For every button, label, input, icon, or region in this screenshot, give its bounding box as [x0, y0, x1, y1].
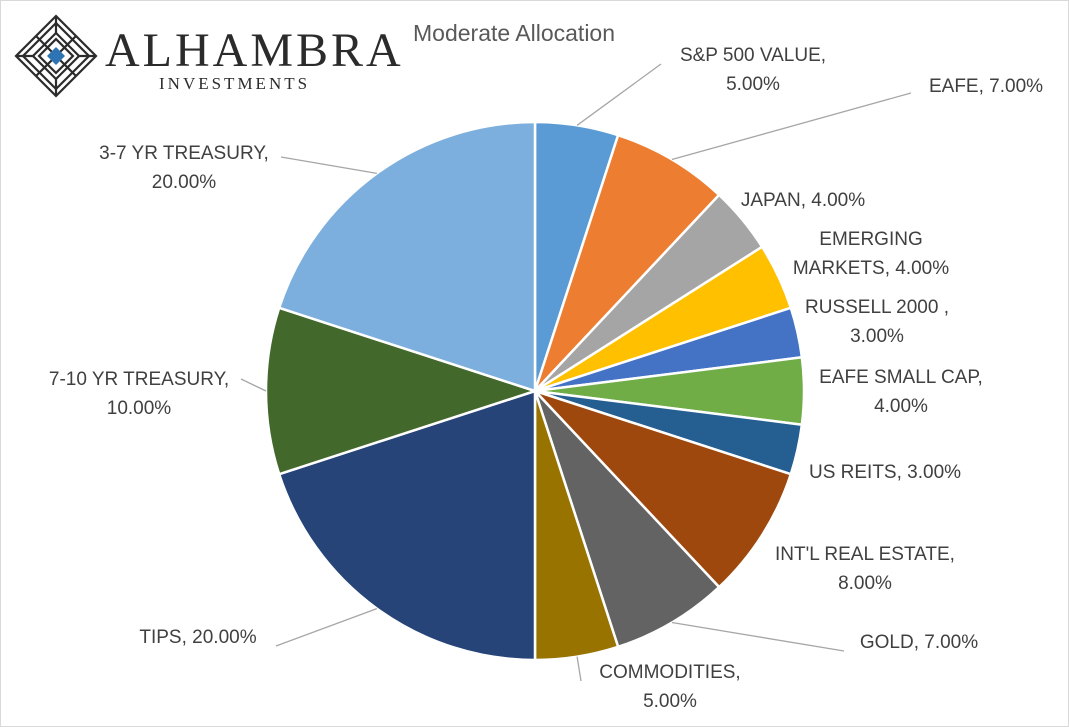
pie-slice-eafe — [533, 133, 721, 392]
pie-slice-gold — [533, 390, 721, 649]
pie-slice-tips — [277, 389, 537, 662]
alhambra-logo: ALHAMBRA INVESTMENTS — [13, 13, 401, 103]
data-label: S&P 500 VALUE, 5.00% — [679, 45, 827, 95]
pie-slice-int-l-real-estate — [534, 389, 793, 589]
chart-title: Moderate Allocation — [413, 20, 616, 46]
data-label: 7-10 YR TREASURY, 10.00% — [48, 369, 230, 419]
logo-name: ALHAMBRA — [105, 24, 404, 77]
leader-line — [576, 63, 662, 126]
data-label: GOLD, 7.00% — [859, 632, 979, 653]
leader-line — [576, 656, 582, 682]
data-label: TIPS, 20.00% — [139, 627, 257, 648]
leader-line — [275, 607, 378, 647]
data-label: 3-7 YR TREASURY, 20.00% — [99, 143, 269, 193]
leader-line — [671, 92, 912, 161]
data-label: INT'L REAL ESTATE, 8.00% — [775, 544, 955, 594]
logo-subtitle: INVESTMENTS — [159, 74, 311, 93]
leader-line — [280, 156, 378, 175]
data-label: JAPAN, 4.00% — [740, 190, 866, 211]
leader-line — [240, 378, 267, 392]
data-label: EAFE, 7.00% — [928, 76, 1044, 97]
data-label: COMMODITIES, 5.00% — [599, 662, 741, 712]
data-label: US REITS, 3.00% — [808, 462, 962, 483]
pie-slice-3-7-yr-treasury — [277, 120, 537, 393]
leader-line — [671, 621, 845, 652]
data-label: EAFE SMALL CAP, 4.00% — [819, 367, 983, 417]
data-label: EMERGING MARKETS, 4.00% — [792, 229, 950, 279]
data-label: RUSSELL 2000 , 3.00% — [805, 297, 949, 347]
lattice-diamond-icon — [14, 14, 98, 98]
pie-slice-7-10-yr-treasury — [264, 306, 540, 476]
